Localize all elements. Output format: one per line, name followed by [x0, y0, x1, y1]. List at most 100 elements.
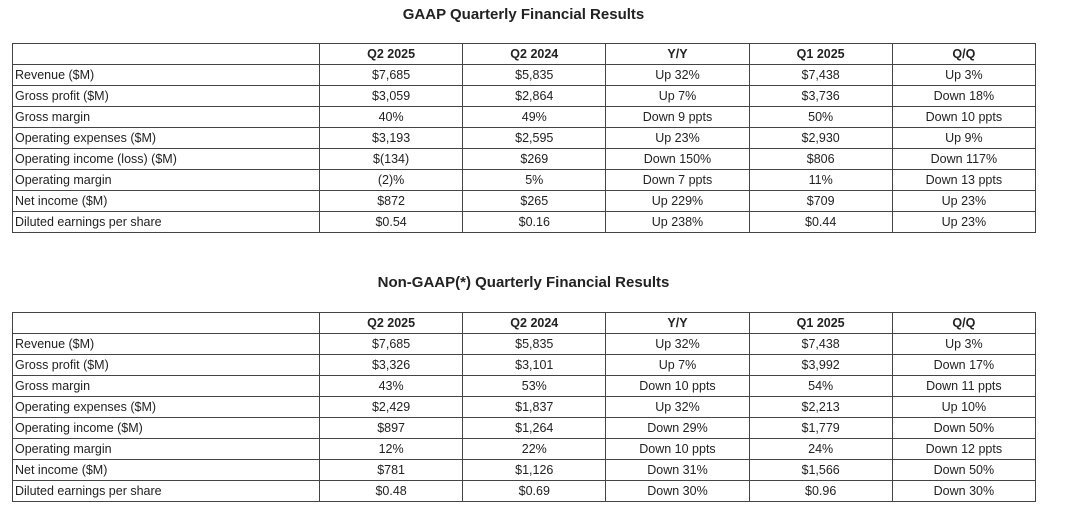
row-label: Gross margin [12, 106, 320, 128]
cell: Down 18% [891, 85, 1037, 107]
cell: $3,059 [318, 85, 464, 107]
cell: $3,193 [318, 127, 464, 149]
header-cell: Y/Y [605, 43, 750, 65]
header-cell: Q2 2024 [462, 43, 607, 65]
header-cell: Q1 2025 [748, 43, 893, 65]
row-label: Net income ($M) [12, 459, 320, 481]
cell: $0.16 [462, 211, 607, 233]
table-title: GAAP Quarterly Financial Results [402, 6, 645, 23]
table-title: Non-GAAP(*) Quarterly Financial Results [377, 274, 670, 291]
table-row: Operating margin (2)% 5% Down 7 ppts 11% Down… [12, 169, 1037, 191]
row-label: Gross profit ($M) [12, 354, 320, 376]
row-label: Gross margin [12, 375, 320, 397]
header-row: Q2 2025 Q2 2024 Y/Y Q1 2025 Q/Q [12, 43, 1037, 65]
cell: 12% [318, 438, 464, 460]
cell: $2,595 [462, 127, 607, 149]
cell: 43% [318, 375, 464, 397]
cell: $269 [462, 148, 607, 170]
cell: $3,992 [748, 354, 893, 376]
table-row: Gross margin 40% 49% Down 9 ppts 50% Down 10 … [12, 106, 1037, 128]
cell: Up 3% [891, 333, 1037, 355]
cell: $0.96 [748, 480, 893, 502]
row-label: Operating margin [12, 438, 320, 460]
row-label: Diluted earnings per share [12, 211, 320, 233]
row-label: Revenue ($M) [12, 333, 320, 355]
cell: Down 117% [891, 148, 1037, 170]
table-row: Revenue ($M) $7,685 $5,835 Up 32% $7,438 Up 3… [12, 333, 1037, 355]
cell: Up 229% [605, 190, 750, 212]
cell: Up 3% [891, 64, 1037, 86]
cell: $1,566 [748, 459, 893, 481]
row-label: Revenue ($M) [12, 64, 320, 86]
cell: Down 29% [605, 417, 750, 439]
row-label: Diluted earnings per share [12, 480, 320, 502]
cell: $265 [462, 190, 607, 212]
cell: 5% [462, 169, 607, 191]
cell: $7,438 [748, 64, 893, 86]
row-label: Operating income (loss) ($M) [12, 148, 320, 170]
cell: $806 [748, 148, 893, 170]
table-row: Revenue ($M) $7,685 $5,835 Up 32% $7,438 Up 3… [12, 64, 1037, 86]
header-cell: Q2 2025 [318, 43, 464, 65]
header-cell [12, 43, 320, 65]
cell: Up 238% [605, 211, 750, 233]
row-label: Operating margin [12, 169, 320, 191]
table-row: Operating expenses ($M) $2,429 $1,837 Up 32… [12, 396, 1037, 418]
row-label: Gross profit ($M) [12, 85, 320, 107]
cell: $2,213 [748, 396, 893, 418]
table-row: Net income ($M) $872 $265 Up 229% $709 Up 23% [12, 190, 1037, 212]
cell: Up 9% [891, 127, 1037, 149]
cell: $897 [318, 417, 464, 439]
header-row: Q2 2025 Q2 2024 Y/Y Q1 2025 Q/Q [12, 312, 1037, 334]
cell: $3,326 [318, 354, 464, 376]
table-row: Diluted earnings per share $0.48 $0.69 Down… [12, 480, 1037, 502]
cell: Down 9 ppts [605, 106, 750, 128]
row-label: Net income ($M) [12, 190, 320, 212]
header-cell: Q/Q [891, 43, 1037, 65]
header-cell [12, 312, 320, 334]
header-cell: Q2 2024 [462, 312, 607, 334]
table-row: Operating expenses ($M) $3,193 $2,595 Up 23… [12, 127, 1037, 149]
cell: $7,438 [748, 333, 893, 355]
cell: 49% [462, 106, 607, 128]
cell: Down 11 ppts [891, 375, 1037, 397]
cell: Down 7 ppts [605, 169, 750, 191]
cell: Down 10 ppts [605, 375, 750, 397]
header-cell: Q2 2025 [318, 312, 464, 334]
cell: $7,685 [318, 64, 464, 86]
cell: Up 23% [891, 190, 1037, 212]
cell: Up 7% [605, 354, 750, 376]
table-row: Net income ($M) $781 $1,126 Down 31% $1,566 D… [12, 459, 1037, 481]
cell: $709 [748, 190, 893, 212]
cell: (2)% [318, 169, 464, 191]
cell: $1,837 [462, 396, 607, 418]
row-label: Operating expenses ($M) [12, 127, 320, 149]
cell: $872 [318, 190, 464, 212]
cell: $(134) [318, 148, 464, 170]
cell: 11% [748, 169, 893, 191]
financial-table: Q2 2025 Q2 2024 Y/Y Q1 2025 Q/Q Revenue ($M) $… [12, 312, 1037, 502]
cell: $1,779 [748, 417, 893, 439]
header-cell: Q1 2025 [748, 312, 893, 334]
cell: Up 23% [605, 127, 750, 149]
table-row: Gross margin 43% 53% Down 10 ppts 54% Down 11… [12, 375, 1037, 397]
cell: Down 50% [891, 459, 1037, 481]
cell: Down 10 ppts [605, 438, 750, 460]
cell: Up 7% [605, 85, 750, 107]
cell: $7,685 [318, 333, 464, 355]
cell: 53% [462, 375, 607, 397]
cell: Up 32% [605, 333, 750, 355]
table-row: Diluted earnings per share $0.54 $0.16 Up 2… [12, 211, 1037, 233]
header-cell: Q/Q [891, 312, 1037, 334]
financial-table: Q2 2025 Q2 2024 Y/Y Q1 2025 Q/Q Revenue ($M) $… [12, 43, 1037, 233]
table-row: Gross profit ($M) $3,059 $2,864 Up 7% $3,736… [12, 85, 1037, 107]
table-row: Gross profit ($M) $3,326 $3,101 Up 7% $3,992… [12, 354, 1037, 376]
cell: $1,264 [462, 417, 607, 439]
table-row: Operating margin 12% 22% Down 10 ppts 24% Dow… [12, 438, 1037, 460]
cell: Down 10 ppts [891, 106, 1037, 128]
cell: 50% [748, 106, 893, 128]
cell: Up 23% [891, 211, 1037, 233]
cell: Up 32% [605, 396, 750, 418]
cell: $3,736 [748, 85, 893, 107]
